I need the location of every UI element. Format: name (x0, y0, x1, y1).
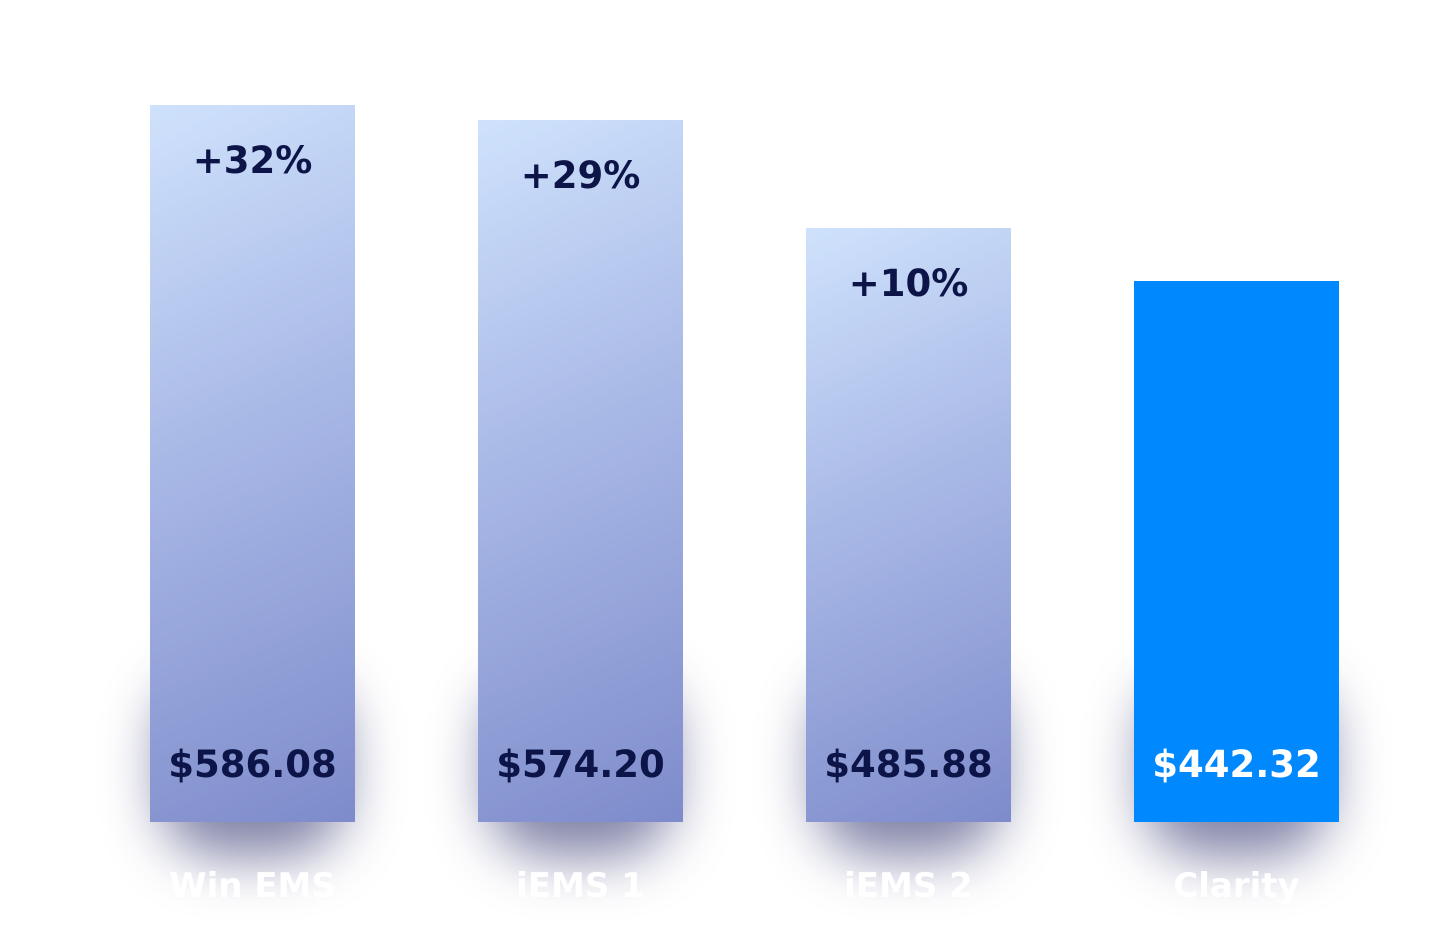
bar: +32% $586.08 (150, 105, 355, 822)
bar-percent-label: +29% (520, 154, 641, 197)
bar: +29% $574.20 (478, 120, 683, 822)
bar-percent-label: +32% (192, 139, 313, 182)
bar-value-label: $574.20 (496, 743, 665, 786)
bar-group: +10% $485.88 iEMS 2 (806, 228, 1011, 906)
category-label: Win EMS (169, 866, 336, 906)
bar-value-label: $442.32 (1152, 743, 1321, 786)
category-label: iEMS 2 (844, 866, 973, 906)
bar-value-label: $485.88 (824, 743, 993, 786)
category-label: iEMS 1 (516, 866, 645, 906)
bar-group: $442.32 Clarity (1134, 281, 1339, 906)
bar-value-label: $586.08 (168, 743, 337, 786)
bar-percent-label: +10% (848, 262, 969, 305)
bar: $442.32 (1134, 281, 1339, 822)
bar: +10% $485.88 (806, 228, 1011, 822)
bar-group: +29% $574.20 iEMS 1 (478, 120, 683, 906)
category-label: Clarity (1173, 866, 1300, 906)
bar-group: +32% $586.08 Win EMS (150, 105, 355, 906)
